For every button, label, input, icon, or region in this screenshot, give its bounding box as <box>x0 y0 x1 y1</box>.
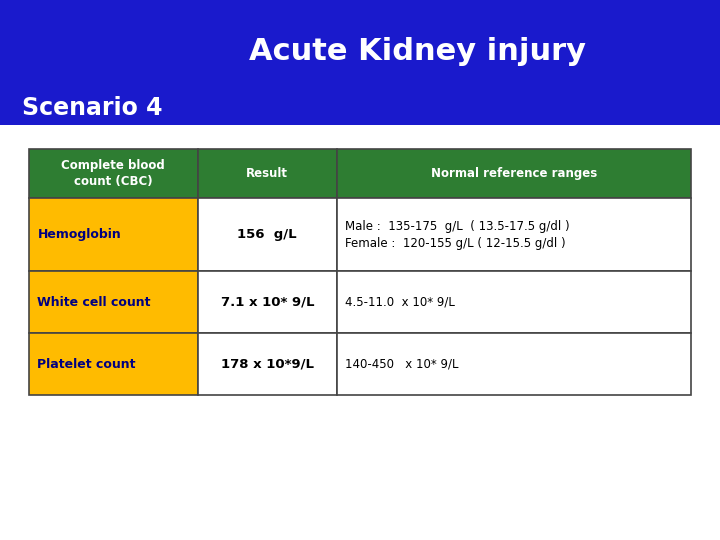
Text: White cell count: White cell count <box>37 295 151 309</box>
Text: 156  g/L: 156 g/L <box>238 228 297 241</box>
Text: Normal reference ranges: Normal reference ranges <box>431 167 597 180</box>
FancyBboxPatch shape <box>337 198 691 271</box>
Text: Hemoglobin: Hemoglobin <box>37 228 121 241</box>
FancyBboxPatch shape <box>337 333 691 395</box>
Text: Scenario 4: Scenario 4 <box>22 96 162 120</box>
FancyBboxPatch shape <box>337 271 691 333</box>
Text: Complete blood
count (CBC): Complete blood count (CBC) <box>61 159 165 188</box>
Text: Acute Kidney injury: Acute Kidney injury <box>249 37 586 66</box>
FancyBboxPatch shape <box>198 198 337 271</box>
FancyBboxPatch shape <box>198 271 337 333</box>
FancyBboxPatch shape <box>29 333 198 395</box>
Text: 178 x 10*9/L: 178 x 10*9/L <box>221 357 314 371</box>
FancyBboxPatch shape <box>198 333 337 395</box>
Text: 7.1 x 10* 9/L: 7.1 x 10* 9/L <box>220 295 314 309</box>
FancyBboxPatch shape <box>29 198 198 271</box>
FancyBboxPatch shape <box>29 271 198 333</box>
FancyBboxPatch shape <box>0 0 720 125</box>
Text: Platelet count: Platelet count <box>37 357 136 371</box>
Text: 140-450   x 10* 9/L: 140-450 x 10* 9/L <box>346 357 459 371</box>
Text: Result: Result <box>246 167 288 180</box>
FancyBboxPatch shape <box>29 148 198 198</box>
Text: Male :  135-175  g/L  ( 13.5-17.5 g/dl )
Female :  120-155 g/L ( 12-15.5 g/dl ): Male : 135-175 g/L ( 13.5-17.5 g/dl ) Fe… <box>346 220 570 249</box>
FancyBboxPatch shape <box>198 148 337 198</box>
Text: 4.5-11.0  x 10* 9/L: 4.5-11.0 x 10* 9/L <box>346 295 455 309</box>
FancyBboxPatch shape <box>337 148 691 198</box>
